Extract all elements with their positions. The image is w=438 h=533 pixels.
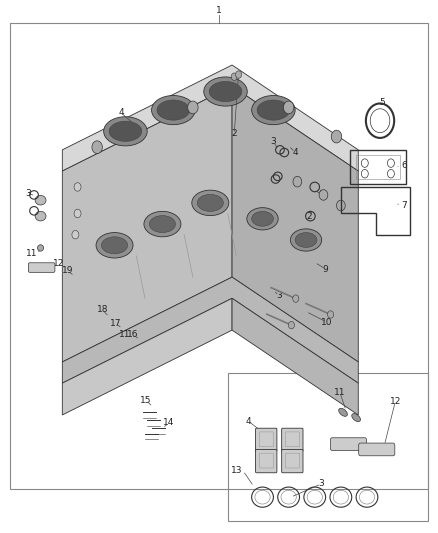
FancyBboxPatch shape — [282, 449, 303, 473]
Ellipse shape — [209, 82, 242, 102]
FancyBboxPatch shape — [255, 449, 277, 473]
Circle shape — [293, 176, 302, 187]
Polygon shape — [62, 298, 232, 415]
FancyBboxPatch shape — [330, 438, 367, 450]
Text: 3: 3 — [318, 479, 324, 488]
Ellipse shape — [149, 216, 176, 232]
Polygon shape — [232, 298, 358, 415]
Text: 6: 6 — [401, 161, 406, 170]
Ellipse shape — [104, 117, 147, 146]
Text: 2: 2 — [307, 212, 312, 221]
Text: 12: 12 — [389, 397, 401, 406]
Text: 3: 3 — [276, 291, 282, 300]
Circle shape — [72, 230, 79, 239]
Circle shape — [293, 295, 299, 302]
Text: 9: 9 — [323, 265, 328, 273]
Text: 3: 3 — [25, 189, 31, 198]
Text: 13: 13 — [231, 466, 243, 475]
Text: 4: 4 — [118, 108, 124, 117]
Text: 8: 8 — [318, 190, 324, 199]
Circle shape — [336, 200, 345, 211]
Text: 4: 4 — [292, 148, 298, 157]
Circle shape — [319, 190, 328, 200]
Text: 2: 2 — [231, 130, 237, 139]
FancyBboxPatch shape — [28, 263, 55, 272]
Ellipse shape — [295, 232, 317, 247]
Circle shape — [288, 321, 294, 329]
Ellipse shape — [257, 100, 290, 120]
Ellipse shape — [35, 212, 46, 221]
Ellipse shape — [102, 237, 127, 254]
Text: 19: 19 — [62, 266, 73, 275]
Ellipse shape — [109, 121, 142, 141]
Polygon shape — [62, 277, 358, 383]
Text: 11: 11 — [119, 330, 130, 339]
Ellipse shape — [252, 212, 273, 226]
Circle shape — [74, 183, 81, 191]
Circle shape — [328, 311, 334, 318]
FancyBboxPatch shape — [255, 428, 277, 451]
FancyBboxPatch shape — [359, 443, 395, 456]
Ellipse shape — [197, 195, 223, 212]
Ellipse shape — [38, 245, 44, 251]
Circle shape — [187, 101, 198, 114]
Polygon shape — [62, 65, 358, 171]
Circle shape — [236, 71, 242, 78]
Text: 11: 11 — [334, 388, 346, 397]
Ellipse shape — [157, 100, 190, 120]
Text: 18: 18 — [97, 305, 108, 314]
Ellipse shape — [152, 95, 195, 125]
Ellipse shape — [192, 190, 229, 216]
Text: 5: 5 — [379, 98, 385, 107]
Text: 15: 15 — [140, 395, 152, 405]
Circle shape — [331, 130, 342, 143]
Circle shape — [92, 141, 102, 154]
Ellipse shape — [35, 196, 46, 205]
Circle shape — [283, 101, 294, 114]
Text: 14: 14 — [163, 418, 175, 427]
FancyBboxPatch shape — [282, 428, 303, 451]
Text: 16: 16 — [127, 330, 138, 339]
Ellipse shape — [352, 414, 360, 422]
Text: 7: 7 — [401, 201, 406, 210]
Text: 17: 17 — [110, 319, 121, 328]
Ellipse shape — [204, 77, 247, 106]
Ellipse shape — [252, 95, 295, 125]
Text: 10: 10 — [321, 318, 333, 327]
Bar — [228, 373, 428, 521]
Polygon shape — [232, 86, 358, 362]
Text: 11: 11 — [25, 249, 37, 259]
Polygon shape — [62, 86, 232, 362]
Ellipse shape — [339, 408, 347, 416]
Ellipse shape — [96, 232, 133, 258]
Bar — [10, 22, 428, 489]
Ellipse shape — [144, 212, 181, 237]
Ellipse shape — [290, 229, 322, 251]
Text: 3: 3 — [271, 138, 276, 147]
Circle shape — [74, 209, 81, 217]
Text: 12: 12 — [53, 260, 64, 268]
Text: 4: 4 — [246, 417, 251, 426]
Text: 1: 1 — [216, 6, 222, 15]
Circle shape — [231, 73, 237, 80]
Ellipse shape — [247, 208, 278, 230]
